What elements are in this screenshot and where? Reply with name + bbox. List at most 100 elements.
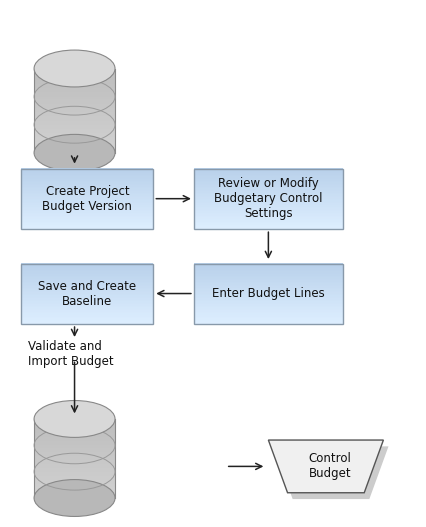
Polygon shape bbox=[194, 192, 343, 194]
Polygon shape bbox=[21, 194, 153, 196]
Polygon shape bbox=[21, 200, 153, 202]
Polygon shape bbox=[34, 114, 115, 116]
Polygon shape bbox=[21, 182, 153, 184]
Polygon shape bbox=[194, 180, 343, 182]
Polygon shape bbox=[34, 488, 115, 490]
Polygon shape bbox=[194, 286, 343, 288]
Polygon shape bbox=[21, 270, 153, 272]
Polygon shape bbox=[21, 208, 153, 210]
Polygon shape bbox=[34, 476, 115, 479]
Polygon shape bbox=[34, 463, 115, 465]
Polygon shape bbox=[21, 188, 153, 190]
Polygon shape bbox=[34, 419, 115, 422]
Polygon shape bbox=[34, 444, 115, 445]
Polygon shape bbox=[34, 421, 115, 423]
Polygon shape bbox=[34, 134, 115, 136]
Polygon shape bbox=[34, 445, 115, 447]
Polygon shape bbox=[21, 319, 153, 321]
Polygon shape bbox=[21, 204, 153, 207]
Polygon shape bbox=[21, 286, 153, 288]
Polygon shape bbox=[194, 191, 343, 193]
Polygon shape bbox=[194, 170, 343, 172]
Polygon shape bbox=[34, 456, 115, 458]
Ellipse shape bbox=[34, 480, 115, 516]
Polygon shape bbox=[21, 185, 153, 187]
Text: Enter Budget Lines: Enter Budget Lines bbox=[212, 287, 325, 300]
Polygon shape bbox=[21, 322, 153, 324]
Polygon shape bbox=[34, 144, 115, 146]
Polygon shape bbox=[34, 127, 115, 129]
Polygon shape bbox=[194, 308, 343, 310]
Polygon shape bbox=[34, 92, 115, 94]
Polygon shape bbox=[34, 87, 115, 90]
Polygon shape bbox=[34, 133, 115, 134]
Polygon shape bbox=[34, 433, 115, 435]
Polygon shape bbox=[34, 141, 115, 143]
Polygon shape bbox=[194, 224, 343, 226]
Polygon shape bbox=[34, 83, 115, 85]
Polygon shape bbox=[21, 313, 153, 315]
Text: Review or Modify
Budgetary Control
Settings: Review or Modify Budgetary Control Setti… bbox=[214, 178, 322, 220]
Polygon shape bbox=[194, 211, 343, 212]
Polygon shape bbox=[34, 474, 115, 475]
Polygon shape bbox=[194, 188, 343, 190]
Polygon shape bbox=[21, 183, 153, 186]
Text: Validate and
Import Budget: Validate and Import Budget bbox=[28, 340, 113, 368]
Polygon shape bbox=[34, 496, 115, 498]
Polygon shape bbox=[194, 310, 343, 312]
Polygon shape bbox=[194, 187, 343, 188]
Polygon shape bbox=[21, 180, 153, 182]
Polygon shape bbox=[34, 106, 115, 108]
Polygon shape bbox=[34, 121, 115, 123]
Polygon shape bbox=[34, 71, 115, 73]
Polygon shape bbox=[34, 434, 115, 436]
Polygon shape bbox=[21, 284, 153, 286]
Polygon shape bbox=[21, 173, 153, 175]
Polygon shape bbox=[34, 448, 115, 451]
Polygon shape bbox=[34, 481, 115, 482]
Polygon shape bbox=[34, 486, 115, 487]
Polygon shape bbox=[21, 316, 153, 318]
Polygon shape bbox=[21, 290, 153, 292]
Polygon shape bbox=[21, 171, 153, 173]
Polygon shape bbox=[34, 86, 115, 88]
Polygon shape bbox=[34, 74, 115, 75]
Polygon shape bbox=[21, 269, 153, 271]
Polygon shape bbox=[34, 117, 115, 119]
Polygon shape bbox=[194, 265, 343, 267]
Polygon shape bbox=[34, 72, 115, 74]
Polygon shape bbox=[21, 265, 153, 267]
Polygon shape bbox=[194, 201, 343, 203]
Polygon shape bbox=[21, 170, 153, 172]
Polygon shape bbox=[34, 85, 115, 87]
Polygon shape bbox=[194, 296, 343, 298]
Polygon shape bbox=[34, 95, 115, 96]
Text: Control
Budget: Control Budget bbox=[309, 452, 351, 481]
Polygon shape bbox=[194, 206, 343, 208]
Polygon shape bbox=[34, 426, 115, 428]
Polygon shape bbox=[21, 272, 153, 274]
Polygon shape bbox=[34, 123, 115, 125]
Polygon shape bbox=[34, 76, 115, 79]
Polygon shape bbox=[194, 316, 343, 318]
Polygon shape bbox=[194, 218, 343, 220]
Polygon shape bbox=[34, 79, 115, 81]
Polygon shape bbox=[34, 435, 115, 437]
Polygon shape bbox=[21, 217, 153, 219]
Polygon shape bbox=[34, 131, 115, 133]
Polygon shape bbox=[194, 226, 343, 228]
Polygon shape bbox=[194, 280, 343, 281]
Polygon shape bbox=[21, 222, 153, 225]
Polygon shape bbox=[194, 182, 343, 184]
Polygon shape bbox=[34, 466, 115, 468]
Polygon shape bbox=[194, 220, 343, 222]
Polygon shape bbox=[194, 304, 343, 306]
Polygon shape bbox=[21, 206, 153, 208]
Polygon shape bbox=[34, 110, 115, 112]
Polygon shape bbox=[34, 479, 115, 481]
Polygon shape bbox=[34, 440, 115, 442]
Polygon shape bbox=[194, 179, 343, 181]
Polygon shape bbox=[194, 208, 343, 210]
Polygon shape bbox=[34, 495, 115, 496]
Polygon shape bbox=[21, 274, 153, 276]
